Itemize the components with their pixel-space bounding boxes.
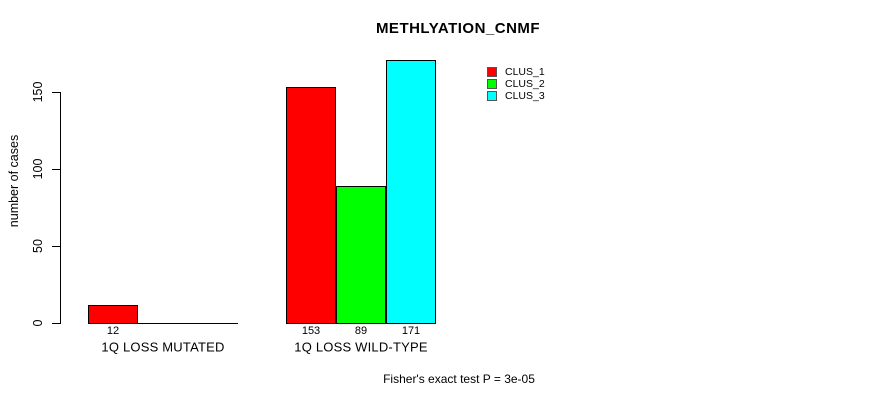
- fisher-test-annotation: Fisher's exact test P = 3e-05: [383, 372, 535, 386]
- legend-swatch-clus_2: [487, 79, 497, 89]
- category-label: 1Q LOSS WILD-TYPE: [294, 339, 428, 355]
- legend-swatch-clus_1: [487, 67, 497, 77]
- legend-row: CLUS_3: [487, 90, 545, 102]
- zero-bar-line-clus_3-0: [188, 323, 238, 324]
- y-tick: [52, 92, 60, 93]
- legend-label: CLUS_2: [505, 78, 545, 90]
- y-tick: [52, 246, 60, 247]
- y-tick: [52, 323, 60, 324]
- legend-label: CLUS_3: [505, 90, 545, 102]
- bar-value-label: 89: [354, 325, 368, 337]
- legend-row: CLUS_2: [487, 78, 545, 90]
- y-axis-line: [60, 92, 61, 324]
- bar-clus_3-1: [386, 60, 436, 324]
- y-tick-label: 150: [31, 81, 45, 103]
- legend-row: CLUS_1: [487, 66, 545, 78]
- legend-swatch-clus_3: [487, 91, 497, 101]
- legend: CLUS_1 CLUS_2 CLUS_3: [487, 66, 545, 102]
- bar-value-label: 153: [301, 325, 321, 337]
- legend-label: CLUS_1: [505, 66, 545, 78]
- y-tick-label: 50: [31, 239, 45, 253]
- y-tick-label: 100: [31, 158, 45, 180]
- y-tick-label: 0: [31, 319, 45, 327]
- bar-value-label: 171: [401, 325, 421, 337]
- bar-clus_2-1: [336, 186, 386, 324]
- bar-clus_1-0: [88, 305, 138, 324]
- bar-clus_1-1: [286, 87, 336, 324]
- zero-bar-line-clus_2-0: [138, 323, 188, 324]
- category-label: 1Q LOSS MUTATED: [101, 339, 225, 355]
- bar-value-label: 12: [106, 325, 120, 337]
- y-axis-label: number of cases: [7, 134, 21, 228]
- chart-title: METHLYATION_CNMF: [375, 20, 541, 37]
- y-tick: [52, 169, 60, 170]
